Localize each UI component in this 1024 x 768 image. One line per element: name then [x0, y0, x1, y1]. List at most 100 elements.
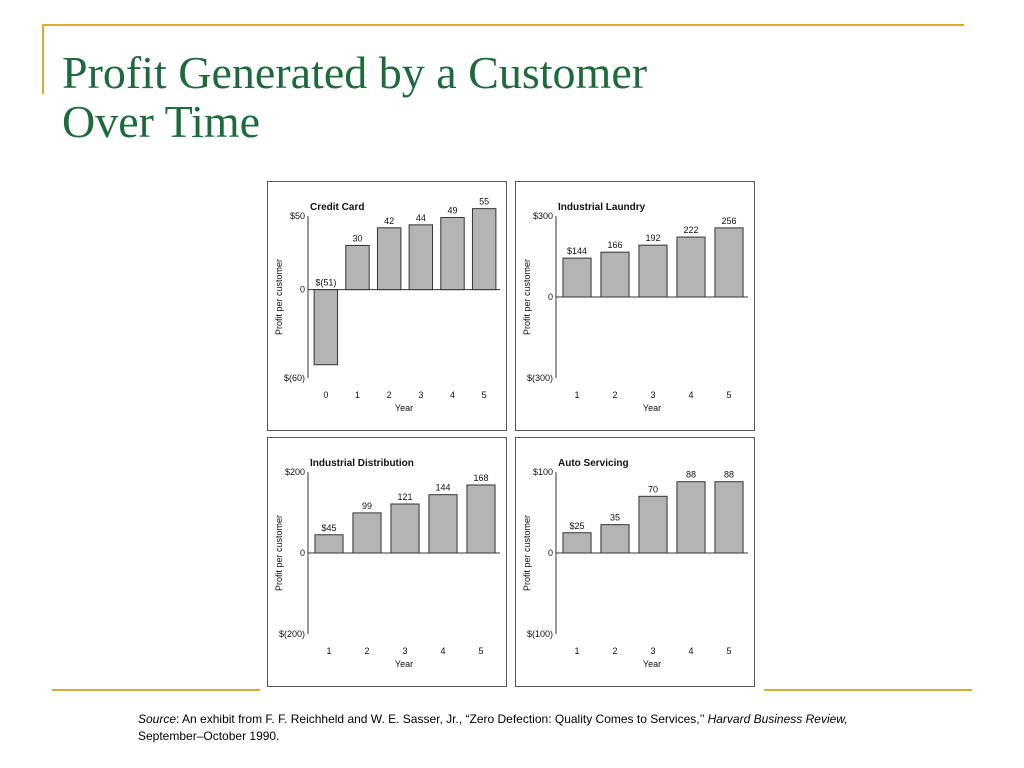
data-label: 70	[648, 484, 658, 494]
x-axis-label: Year	[643, 659, 661, 669]
bar	[314, 534, 344, 554]
bar	[638, 495, 668, 554]
x-axis-label: Year	[395, 403, 413, 413]
x-tick-label: 5	[478, 646, 483, 656]
x-tick-label: 2	[364, 646, 369, 656]
data-label: 256	[721, 216, 736, 226]
data-label: 44	[416, 213, 426, 223]
y-tick-label: $(300)	[527, 373, 553, 383]
title-line-1: Profit Generated by a Customer	[62, 47, 648, 98]
y-axis-label: Profit per customer	[522, 515, 532, 591]
data-label: 88	[724, 470, 734, 480]
accent-line-bottom-left	[52, 689, 260, 691]
data-label: 30	[352, 233, 362, 243]
bar	[471, 208, 497, 291]
x-tick-label: 3	[650, 390, 655, 400]
bar	[352, 512, 382, 554]
data-label: 88	[686, 470, 696, 480]
y-tick-label: 0	[300, 285, 305, 295]
y-tick-label: $50	[290, 211, 305, 221]
chart-title: Credit Card	[310, 202, 364, 213]
bar	[600, 251, 630, 298]
data-label: 192	[645, 233, 660, 243]
chart-panel-industrial-distribution: Industrial Distribution Profit per custom…	[267, 437, 507, 687]
chart-industrial-distribution: Industrial Distribution Profit per custom…	[274, 458, 500, 669]
x-tick-label: 5	[482, 390, 487, 400]
data-label: $144	[567, 246, 587, 256]
data-label: 35	[610, 513, 620, 523]
y-axis-label: Profit per customer	[274, 515, 284, 591]
bar	[600, 524, 630, 554]
data-label: 121	[397, 492, 412, 502]
y-tick-label: 0	[548, 292, 553, 302]
bar	[638, 244, 668, 298]
x-tick-label: 1	[574, 390, 579, 400]
y-tick-label: $(100)	[527, 629, 553, 639]
y-tick-label: $300	[533, 211, 553, 221]
accent-line-left	[42, 24, 44, 94]
chart-industrial-laundry: Industrial Laundry Profit per customer $30…	[522, 202, 748, 413]
data-label: 99	[362, 501, 372, 511]
x-tick-label: 5	[726, 390, 731, 400]
bar	[390, 503, 420, 554]
data-label: 168	[473, 473, 488, 483]
x-tick-label: 4	[440, 646, 445, 656]
x-tick-label: 4	[688, 390, 693, 400]
y-axis-label: Profit per customer	[274, 259, 284, 335]
y-tick-label: $(200)	[279, 629, 305, 639]
accent-line-bottom-right	[764, 689, 972, 691]
data-label: $45	[321, 523, 336, 533]
bar	[313, 289, 339, 366]
chart-title: Industrial Distribution	[310, 458, 414, 469]
x-tick-label: 4	[450, 390, 455, 400]
x-tick-label: 1	[355, 390, 360, 400]
bar	[428, 494, 458, 554]
x-tick-label: 1	[574, 646, 579, 656]
bar	[376, 227, 402, 291]
bar	[440, 216, 465, 291]
source-text: : An exhibit from F. F. Reichheld and W.…	[176, 712, 708, 726]
source-date: September–October 1990.	[138, 729, 280, 743]
x-tick-label: 3	[418, 390, 423, 400]
data-label: $25	[569, 521, 584, 531]
y-tick-label: $200	[285, 467, 305, 477]
x-tick-label: 2	[612, 646, 617, 656]
bar	[676, 481, 706, 554]
x-tick-label: 0	[323, 390, 328, 400]
data-label: $(51)	[315, 278, 336, 288]
y-tick-label: 0	[300, 548, 305, 558]
bar	[714, 481, 744, 554]
x-tick-label: 1	[326, 646, 331, 656]
bar	[466, 484, 496, 554]
data-label: 166	[607, 240, 622, 250]
x-tick-label: 2	[612, 390, 617, 400]
x-tick-label: 4	[688, 646, 693, 656]
x-axis-label: Year	[395, 659, 413, 669]
chart-panel-auto-servicing: Auto Servicing Profit per customer $100 0 $(…	[515, 437, 755, 687]
bar	[676, 236, 706, 298]
y-tick-label: $100	[533, 467, 553, 477]
data-label: 144	[435, 483, 450, 493]
chart-title: Auto Servicing	[558, 458, 629, 469]
data-label: 42	[384, 216, 394, 226]
bar	[408, 224, 434, 291]
data-label: 222	[683, 225, 698, 235]
chart-title: Industrial Laundry	[558, 202, 646, 213]
x-tick-label: 2	[387, 390, 392, 400]
chart-auto-servicing: Auto Servicing Profit per customer $100 0 $(…	[522, 458, 748, 669]
data-label: 55	[479, 197, 489, 207]
data-label: 49	[447, 205, 457, 215]
source-citation: Source: An exhibit from F. F. Reichheld …	[138, 711, 898, 745]
chart-panel-credit-card: Credit Card Profit per customer $50 0 $(60) $…	[267, 181, 507, 431]
source-label: Source	[138, 712, 177, 726]
page-title: Profit Generated by a Customer Over Time	[62, 48, 647, 146]
bar	[345, 244, 370, 291]
accent-line-top	[42, 24, 964, 26]
y-tick-label: 0	[548, 548, 553, 558]
chart-credit-card: Credit Card Profit per customer $50 0 $(60) $…	[274, 197, 500, 413]
source-journal: Harvard Business Review,	[707, 712, 848, 726]
chart-panel-industrial-laundry: Industrial Laundry Profit per customer $30…	[515, 181, 755, 431]
bar	[714, 227, 744, 298]
bar	[562, 532, 592, 554]
bar	[562, 257, 592, 298]
